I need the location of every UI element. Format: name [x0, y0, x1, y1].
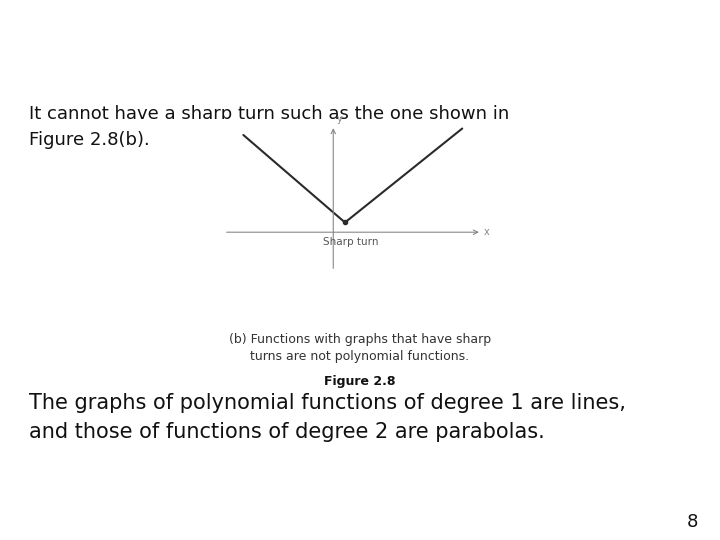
- Text: It cannot have a sharp turn such as the one shown in
Figure 2.8(b).: It cannot have a sharp turn such as the …: [29, 105, 509, 149]
- Text: The graphs of polynomial functions of degree 1 are lines,
and those of functions: The graphs of polynomial functions of de…: [29, 393, 626, 442]
- Text: Figure 2.8: Figure 2.8: [324, 375, 396, 388]
- Text: Graphs of Polynomial Functions: Graphs of Polynomial Functions: [40, 31, 487, 55]
- Text: 8: 8: [687, 512, 698, 531]
- Text: Sharp turn: Sharp turn: [323, 237, 379, 247]
- Text: (b) Functions with graphs that have sharp
turns are not polynomial functions.: (b) Functions with graphs that have shar…: [229, 333, 491, 363]
- Text: y: y: [336, 113, 342, 124]
- Text: x: x: [484, 227, 490, 237]
